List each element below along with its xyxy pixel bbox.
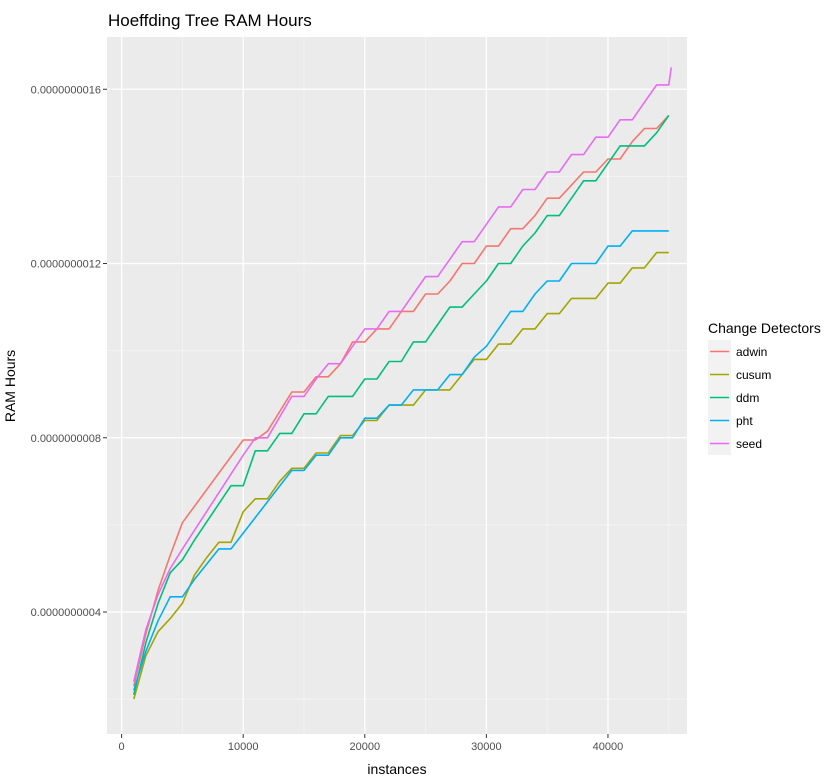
chart-title: Hoeffding Tree RAM Hours (108, 11, 312, 30)
legend-label-adwin: adwin (736, 345, 767, 359)
x-axis-title: instances (367, 761, 426, 777)
x-axis-ticks: 0 10000 20000 30000 40000 (119, 734, 624, 753)
x-tick-label: 30000 (471, 741, 502, 753)
legend-title: Change Detectors (708, 320, 821, 336)
y-tick-label: 0.0000000016 (31, 84, 101, 96)
y-axis-title: RAM Hours (2, 350, 18, 422)
y-axis-ticks: 0.0000000004 0.0000000008 0.0000000012 0.00… (31, 84, 107, 619)
plot-panel (107, 37, 687, 734)
series-line-seed (133, 67, 672, 682)
series-line-ddm (133, 114, 670, 695)
legend-label-ddm: ddm (736, 391, 759, 405)
x-tick-label: 10000 (228, 741, 259, 753)
legend: Change Detectors adwin cusum ddm pht seed (708, 320, 821, 455)
legend-label-cusum: cusum (736, 368, 771, 382)
series-line-adwin (133, 114, 670, 687)
x-tick-label: 40000 (593, 741, 624, 753)
y-tick-label: 0.0000000004 (31, 607, 101, 619)
legend-items: adwin cusum ddm pht seed (708, 340, 771, 455)
y-tick-label: 0.0000000008 (31, 433, 101, 445)
x-tick-label: 20000 (349, 741, 380, 753)
legend-label-seed: seed (736, 437, 762, 451)
series-line-pht (133, 230, 669, 691)
x-tick-label: 0 (119, 741, 125, 753)
series-lines (133, 67, 672, 700)
major-gridlines (107, 37, 687, 734)
y-tick-label: 0.0000000012 (31, 259, 101, 271)
minor-gridlines (107, 37, 687, 734)
legend-label-pht: pht (736, 414, 753, 428)
